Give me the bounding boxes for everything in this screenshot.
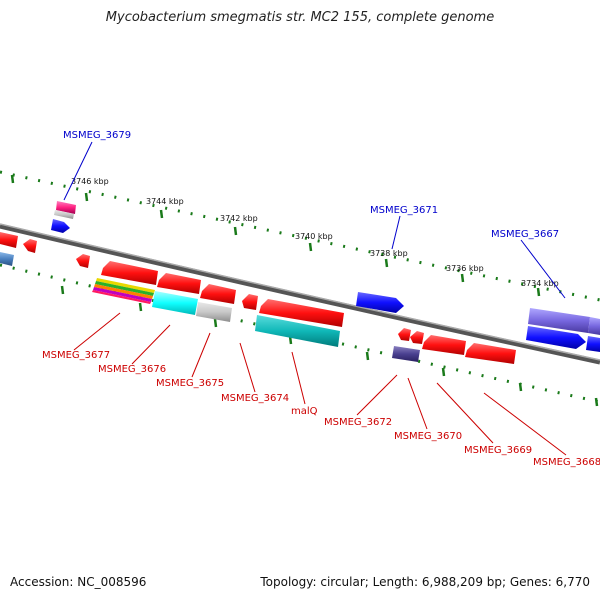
gene-label-msmeg-3675[interactable]: MSMEG_3675 — [156, 378, 224, 389]
gene-feature[interactable] — [528, 308, 590, 333]
gene-feature[interactable] — [0, 232, 18, 248]
gene-label-malq[interactable]: malQ — [291, 406, 318, 417]
callouts-top — [63, 141, 566, 299]
feature-band — [96, 278, 155, 293]
gene-feature[interactable] — [76, 254, 90, 268]
gene-feature[interactable] — [152, 291, 198, 315]
gene-label-msmeg-3668[interactable]: MSMEG_3668 — [533, 457, 600, 468]
gene-feature[interactable] — [398, 328, 411, 341]
gene-feature[interactable] — [586, 336, 600, 352]
genome-backbone — [0, 223, 600, 365]
gene-feature[interactable] — [392, 346, 420, 362]
page-title: Mycobacterium smegmatis str. MC2 155, co… — [105, 10, 495, 25]
gene-label-msmeg-3672[interactable]: MSMEG_3672 — [324, 417, 392, 428]
ruler-outer — [0, 170, 600, 302]
feature-band — [92, 290, 151, 304]
accession-label: Accession: NC_008596 — [10, 575, 147, 589]
gene-label-msmeg-3679[interactable]: MSMEG_3679 — [63, 130, 131, 141]
gene-feature[interactable] — [255, 315, 340, 347]
gene-feature[interactable] — [242, 294, 258, 310]
gene-feature[interactable] — [259, 299, 344, 327]
gene-feature[interactable] — [23, 239, 37, 253]
gene-label-msmeg-3671[interactable]: MSMEG_3671 — [370, 205, 438, 216]
gene-feature[interactable] — [0, 252, 14, 266]
callouts-bottom — [73, 312, 567, 456]
gene-feature[interactable] — [54, 210, 74, 219]
gene-label-msmeg-3670[interactable]: MSMEG_3670 — [394, 431, 462, 442]
forward-strand-features — [51, 201, 600, 352]
genome-backbone-highlight — [0, 223, 600, 361]
gene-feature[interactable] — [200, 284, 236, 304]
genome-summary: Topology: circular; Length: 6,988,209 bp… — [260, 575, 590, 589]
tick-label: 3746 kbp — [71, 177, 109, 186]
gene-feature[interactable] — [157, 273, 201, 294]
gene-label-msmeg-3676[interactable]: MSMEG_3676 — [98, 364, 166, 375]
gene-feature[interactable] — [101, 261, 158, 285]
gene-feature[interactable] — [410, 331, 424, 344]
gene-feature[interactable] — [51, 219, 70, 233]
feature-band — [94, 284, 153, 299]
tick-label: 3736 kbp — [446, 264, 484, 273]
gene-feature[interactable] — [196, 302, 232, 322]
tick-label: 3742 kbp — [220, 214, 258, 223]
gene-label-msmeg-3677[interactable]: MSMEG_3677 — [42, 350, 110, 361]
gene-feature[interactable] — [526, 326, 586, 349]
reverse-strand-features — [0, 232, 516, 364]
feature-band — [95, 281, 154, 296]
tick-label: 3734 kbp — [521, 279, 559, 288]
tick-label: 3740 kbp — [295, 232, 333, 241]
tick-label: 3738 kbp — [370, 249, 408, 258]
gene-feature[interactable] — [465, 343, 516, 364]
other-features — [0, 252, 420, 362]
gene-feature[interactable] — [356, 292, 404, 313]
gene-feature[interactable] — [422, 335, 466, 355]
tick-label: 3744 kbp — [146, 197, 184, 206]
gene-feature[interactable] — [588, 317, 600, 335]
gene-label-msmeg-3674[interactable]: MSMEG_3674 — [221, 393, 289, 404]
gene-feature[interactable] — [56, 201, 76, 214]
gene-label-msmeg-3669[interactable]: MSMEG_3669 — [464, 445, 532, 456]
feature-band — [93, 287, 152, 302]
gene-label-msmeg-3667[interactable]: MSMEG_3667 — [491, 229, 559, 240]
